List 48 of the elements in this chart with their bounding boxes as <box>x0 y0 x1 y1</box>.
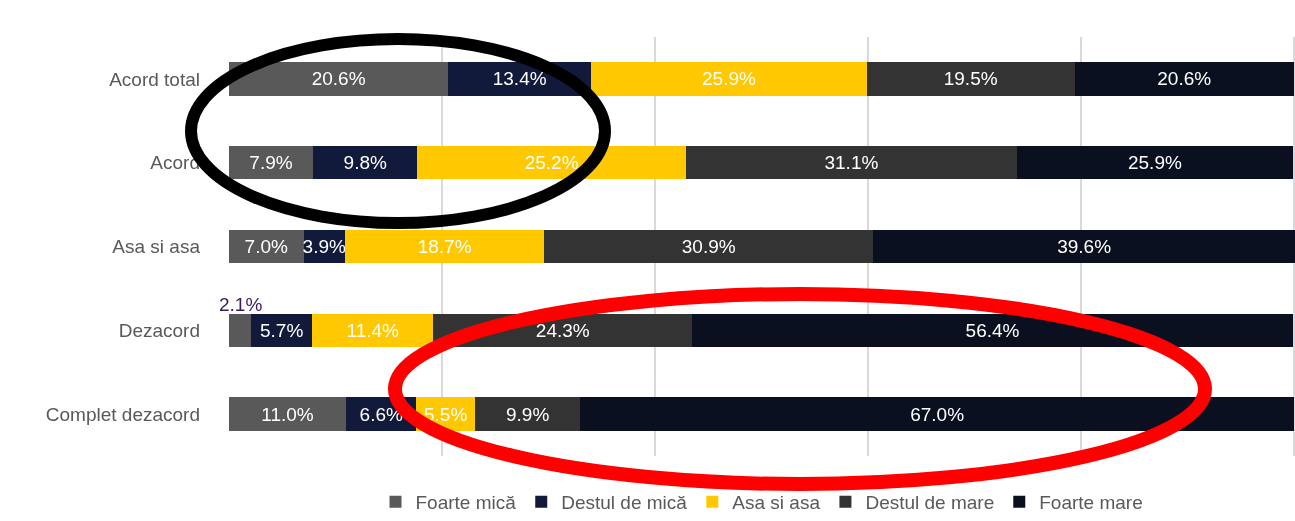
data-label: 25.9% <box>702 68 756 90</box>
data-label: 5.5% <box>424 403 468 425</box>
data-label: 20.6% <box>1157 68 1212 90</box>
y-tick-label: Complet dezacord <box>45 403 200 425</box>
data-label: 25.2% <box>524 152 579 174</box>
data-label: 11.4% <box>346 319 400 341</box>
data-label: 39.6% <box>1057 236 1112 257</box>
data-label: 3.9% <box>302 236 347 257</box>
bar <box>475 397 581 431</box>
legend-label: Foarte mică <box>415 492 517 514</box>
bar <box>229 313 252 348</box>
y-tick-label: Dezacord <box>118 319 200 341</box>
data-label: 7.0% <box>244 236 288 257</box>
bar <box>1074 62 1294 96</box>
data-label: 56.4% <box>965 319 1020 341</box>
data-label: 5.7% <box>260 319 304 341</box>
y-tick-label: Acord total <box>109 68 200 90</box>
legend-label: Foarte mare <box>1039 492 1143 514</box>
data-label: 6.6% <box>359 403 403 425</box>
data-label: 31.1% <box>824 152 879 174</box>
bar <box>873 229 1295 264</box>
bar <box>580 397 1294 431</box>
data-label: 7.9% <box>249 152 293 174</box>
data-label: 11.0% <box>261 403 314 425</box>
legend-label: Destul de mare <box>865 492 995 514</box>
bar <box>685 145 1018 180</box>
data-label: 9.9% <box>506 403 550 425</box>
data-label: 67.0% <box>910 403 965 425</box>
data-label: 19.5% <box>943 68 998 90</box>
bar <box>866 62 1075 96</box>
bar <box>345 229 545 264</box>
y-tick-label: Asa si asa <box>112 236 201 258</box>
data-label: 9.8% <box>343 152 388 174</box>
data-label: 24.3% <box>535 319 590 341</box>
data-label: 18.7% <box>417 236 472 257</box>
bar <box>591 62 867 96</box>
bar <box>1017 145 1293 180</box>
data-label: 30.9% <box>681 236 736 257</box>
data-label: 13.4% <box>492 68 547 90</box>
legend-label: Asa si asa <box>732 492 821 514</box>
data-label: 2.1% <box>219 294 263 315</box>
bar <box>312 313 434 348</box>
bar <box>229 397 347 431</box>
legend-label: Destul de mică <box>561 492 688 514</box>
bar <box>544 229 874 264</box>
bar <box>229 62 449 96</box>
data-label: 20.6% <box>311 68 366 90</box>
data-label: 25.9% <box>1127 152 1182 174</box>
